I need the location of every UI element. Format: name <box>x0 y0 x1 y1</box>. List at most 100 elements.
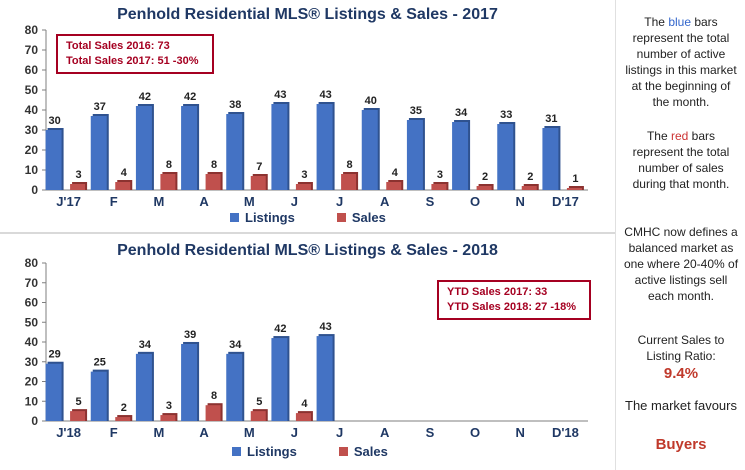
sales-bar <box>70 184 86 190</box>
listings-value-label: 35 <box>410 105 422 117</box>
listings-bar <box>226 353 243 421</box>
listings-value-label: 43 <box>319 321 331 333</box>
x-tick-label: F <box>110 425 118 440</box>
sales-summary-box-2018: YTD Sales 2017: 33 YTD Sales 2018: 27 -1… <box>437 280 591 320</box>
ytd-sales-2018-text: YTD Sales 2018: 27 -18% <box>447 301 577 313</box>
sales-value-label: 8 <box>211 390 217 402</box>
legend-swatch-listings <box>230 213 239 222</box>
explanation-text: bars represent the total number of sales… <box>632 129 730 191</box>
x-tick-label: N <box>516 194 525 209</box>
x-tick-label: N <box>516 425 525 440</box>
sales-bar <box>341 174 357 190</box>
listings-value-label: 34 <box>229 339 242 351</box>
x-tick-label: M <box>153 425 164 440</box>
sales-value-label: 8 <box>347 159 353 171</box>
sales-value-label: 3 <box>76 169 82 181</box>
sales-value-label: 8 <box>166 159 172 171</box>
x-tick-label: J <box>291 425 298 440</box>
y-tick-label: 60 <box>25 296 39 310</box>
legend-item-listings: Listings <box>230 210 295 225</box>
listings-value-label: 30 <box>48 115 60 127</box>
listings-value-label: 29 <box>48 349 60 361</box>
x-tick-label: J <box>336 425 343 440</box>
x-tick-label: O <box>470 194 480 209</box>
red-bars-explanation: The red bars represent the total number … <box>622 128 740 192</box>
listings-bar <box>181 106 198 190</box>
sales-value-label: 3 <box>166 400 172 412</box>
y-tick-label: 50 <box>25 83 39 97</box>
y-tick-label: 0 <box>31 414 38 428</box>
chart-panel-2018: 0 10 20 30 40 50 60 70 80 J'18 F M A M J J A S O N D'18 29 25 3… <box>0 234 615 470</box>
legend-label-sales: Sales <box>353 444 388 459</box>
legend-2018: Listings Sales <box>232 444 430 459</box>
sales-value-label: 2 <box>482 171 488 183</box>
sales-bar <box>250 411 266 421</box>
listings-value-label: 33 <box>500 109 512 121</box>
sales-bar <box>566 188 582 190</box>
listings-value-label: 37 <box>94 101 106 113</box>
listings-value-label: 34 <box>455 107 468 119</box>
y-tick-label: 40 <box>25 103 39 117</box>
listings-bar <box>497 124 514 190</box>
listings-value-label: 34 <box>139 339 152 351</box>
y-tick-label: 30 <box>25 355 39 369</box>
chart-panel-2017: 0 10 20 30 40 50 60 70 80 J'17 F M A M J J A S O N D'17 30 37 4… <box>0 0 615 234</box>
listings-bar <box>542 128 559 190</box>
listings-bar <box>361 110 378 190</box>
listings-value-label: 31 <box>545 113 557 125</box>
sales-bar <box>115 417 131 421</box>
sales-bar <box>386 182 402 190</box>
listings-value-label: 42 <box>184 91 196 103</box>
sales-bar <box>115 182 131 190</box>
y-tick-label: 0 <box>31 183 38 197</box>
y-tick-label: 20 <box>25 143 39 157</box>
sales-bar <box>205 174 221 190</box>
y-tick-label: 50 <box>25 315 39 329</box>
x-tick-label: J'18 <box>56 425 81 440</box>
listings-value-label: 38 <box>229 99 241 111</box>
listings-bar <box>181 343 198 421</box>
listings-bar <box>135 106 152 190</box>
listings-value-label: 25 <box>94 357 106 369</box>
sales-value-label: 5 <box>256 396 262 408</box>
y-tick-label: 70 <box>25 276 39 290</box>
sales-bar <box>521 186 537 190</box>
y-tick-label: 10 <box>25 163 39 177</box>
listings-value-label: 43 <box>274 89 286 101</box>
chart-title-2018: Penhold Residential MLS® Listings & Sale… <box>117 242 498 259</box>
sales-bar <box>295 184 311 190</box>
legend-label-listings: Listings <box>245 210 295 225</box>
sales-bar <box>205 405 221 421</box>
sales-bar <box>431 184 447 190</box>
sales-bar <box>160 174 176 190</box>
sales-bar <box>476 186 492 190</box>
sales-value-label: 4 <box>121 167 128 179</box>
sales-value-label: 3 <box>301 169 307 181</box>
listings-value-label: 42 <box>139 91 151 103</box>
listings-bar <box>90 116 107 190</box>
explanation-sidebar: The blue bars represent the total number… <box>615 0 745 470</box>
chart-title-2017: Penhold Residential MLS® Listings & Sale… <box>117 6 498 23</box>
legend-swatch-sales <box>338 447 348 456</box>
listings-bar <box>316 336 333 421</box>
y-tick-label: 40 <box>25 335 39 349</box>
legend-item-listings: Listings <box>232 444 297 459</box>
legend-item-sales: Sales <box>336 210 386 225</box>
red-word: red <box>670 129 689 143</box>
sales-bar <box>295 413 311 421</box>
x-tick-label: A <box>380 425 390 440</box>
y-tick-label: 70 <box>25 43 39 57</box>
legend-item-sales: Sales <box>338 444 388 459</box>
listings-bar <box>45 130 62 190</box>
listings-bar <box>135 353 152 421</box>
legend-label-sales: Sales <box>351 210 386 225</box>
y-tick-label: 80 <box>25 256 39 270</box>
x-tick-label: D'18 <box>552 425 579 440</box>
explanation-text: The <box>646 129 671 143</box>
legend-2017: Listings Sales <box>230 210 428 225</box>
listings-value-label: 42 <box>274 323 286 335</box>
sales-value-label: 8 <box>211 159 217 171</box>
x-tick-label: M <box>244 425 255 440</box>
sales-value-label: 5 <box>76 396 82 408</box>
